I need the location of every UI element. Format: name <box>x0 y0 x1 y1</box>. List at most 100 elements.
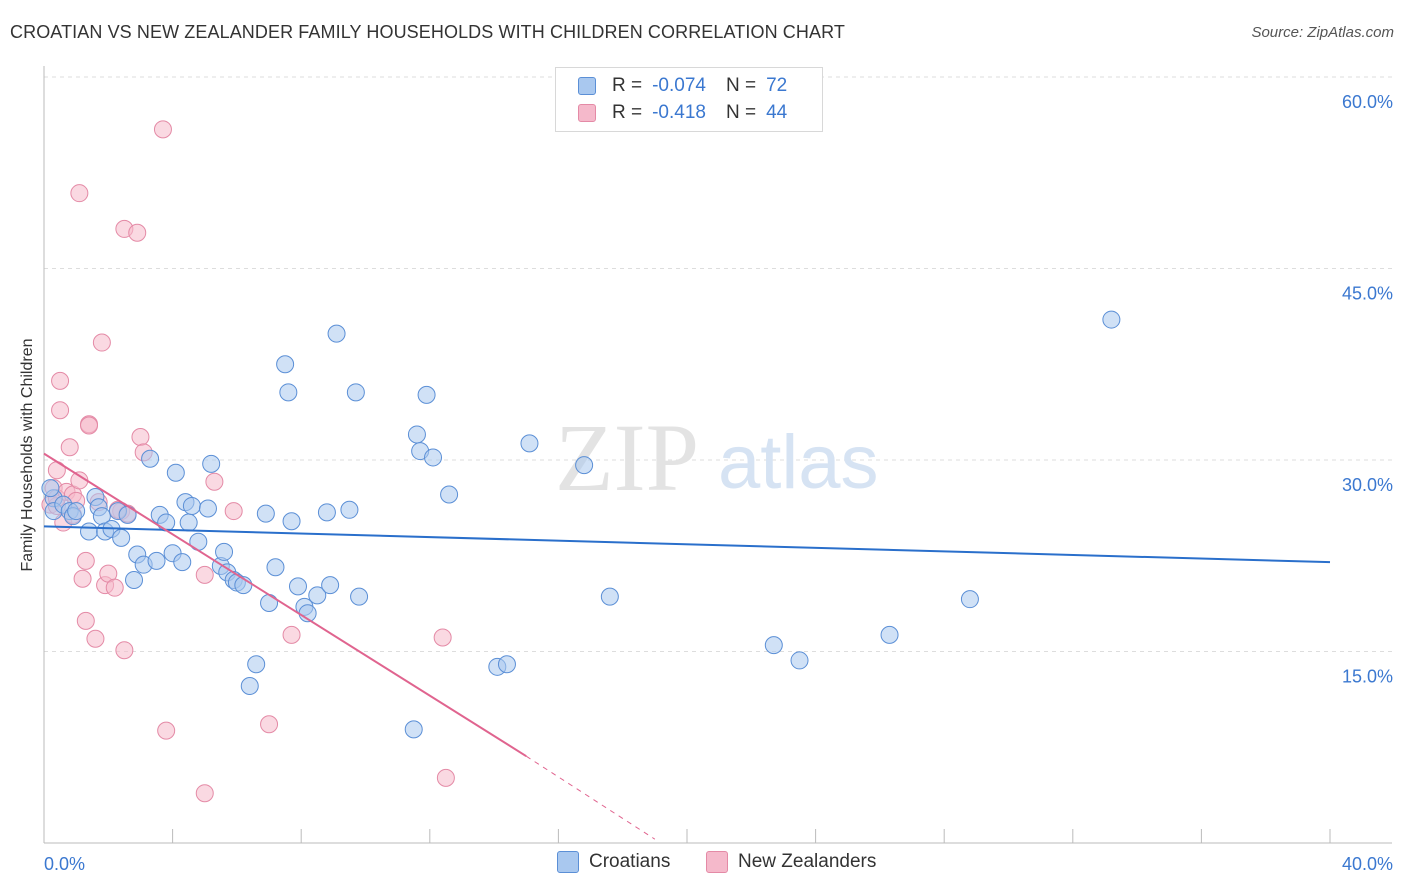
croatians-point <box>440 485 459 504</box>
new-zealanders-point <box>105 578 124 597</box>
croatians-legend-swatch <box>557 851 579 873</box>
new-zealanders-trend-line <box>43 452 527 758</box>
croatians-swatch <box>578 77 596 95</box>
croatians-point <box>112 528 131 547</box>
croatians-point <box>279 383 298 402</box>
croatians-point <box>173 553 192 572</box>
new-zealanders-point <box>282 625 301 644</box>
trend-lines <box>43 452 1331 840</box>
new-zealanders-swatch <box>578 104 596 122</box>
legend-r-value: -0.074 <box>652 75 706 96</box>
y-tick-label: 15.0% <box>1342 667 1393 687</box>
croatians-point <box>80 522 99 541</box>
gridlines <box>44 76 1392 652</box>
croatians-point <box>308 586 327 605</box>
new-zealanders-point <box>92 333 111 352</box>
croatians-point <box>179 513 198 532</box>
new-zealanders-point <box>205 472 224 491</box>
croatians-point <box>790 651 809 670</box>
croatians-point <box>247 655 266 674</box>
new-zealanders-point <box>51 401 70 420</box>
new-zealanders-point <box>60 438 79 457</box>
new-zealanders-point <box>224 502 243 521</box>
croatians-point <box>41 479 60 498</box>
y-tick-label: 30.0% <box>1342 475 1393 495</box>
new-zealanders-point <box>260 715 279 734</box>
legend-row-croatians: R = -0.074 N = 72 <box>578 73 787 99</box>
new-zealanders-point <box>153 120 172 139</box>
correlation-legend: R = -0.074 N = 72 R = -0.418 N = 44 <box>555 67 823 132</box>
legend-label-new-zealanders: New Zealanders <box>738 851 877 872</box>
croatians-point <box>575 456 594 475</box>
croatians-point <box>350 587 369 606</box>
croatians-point <box>600 587 619 606</box>
croatians-point <box>520 434 539 453</box>
legend-n-label: N = <box>725 102 757 123</box>
croatians-point <box>198 499 217 518</box>
new-zealanders-point <box>436 768 455 787</box>
new-zealanders-point <box>80 416 99 435</box>
legend-item-croatians[interactable]: Croatians <box>557 851 670 873</box>
croatians-point <box>282 512 301 531</box>
croatians-point <box>166 463 185 482</box>
chart-title: CROATIAN VS NEW ZEALANDER FAMILY HOUSEHO… <box>10 22 845 42</box>
source-label: Source: ZipAtlas.com <box>1251 24 1394 41</box>
croatians-point <box>346 383 365 402</box>
new-zealanders-point <box>157 721 176 740</box>
croatians-point <box>256 504 275 523</box>
croatians-point <box>240 676 259 695</box>
new-zealanders-point <box>128 223 147 242</box>
croatians-trend-line <box>43 525 1331 564</box>
new-zealanders-point <box>115 641 134 660</box>
croatians-point <box>321 576 340 595</box>
croatians-point <box>404 720 423 739</box>
croatians-point <box>497 655 516 674</box>
croatians-point <box>317 503 336 522</box>
croatians-point <box>157 513 176 532</box>
x-tick-label-max: 40.0% <box>1342 854 1393 874</box>
legend-item-new-zealanders[interactable]: New Zealanders <box>706 851 876 873</box>
croatians-point <box>880 625 899 644</box>
new-zealanders-trend-extension <box>525 755 656 840</box>
croatians-point <box>202 454 221 473</box>
croatians-point <box>266 558 285 577</box>
croatians-point <box>288 577 307 596</box>
new-zealanders-point <box>51 371 70 390</box>
legend-label-croatians: Croatians <box>589 851 671 872</box>
croatians-point <box>424 448 443 467</box>
croatians-point <box>960 590 979 609</box>
legend-row-new-zealanders: R = -0.418 N = 44 <box>578 100 787 126</box>
new-zealanders-point <box>195 565 214 584</box>
legend-r-label: R = <box>612 75 643 96</box>
series-legend: Croatians New Zealanders <box>0 851 1406 879</box>
new-zealanders-legend-swatch <box>706 851 728 873</box>
croatians-point <box>125 571 144 590</box>
croatians-points <box>41 310 1121 739</box>
legend-n-label: N = <box>725 75 757 96</box>
new-zealanders-points <box>41 120 455 803</box>
croatians-point <box>764 636 783 655</box>
croatians-point <box>407 425 426 444</box>
legend-r-value: -0.418 <box>652 102 706 123</box>
croatians-point <box>260 593 279 612</box>
croatians-point <box>141 449 160 468</box>
new-zealanders-point <box>76 611 95 630</box>
new-zealanders-point <box>70 184 89 203</box>
new-zealanders-point <box>86 629 105 648</box>
new-zealanders-point <box>195 784 214 803</box>
watermark: ZIP atlas <box>555 404 879 511</box>
legend-n-value: 72 <box>766 75 788 96</box>
croatians-point <box>417 385 436 404</box>
croatians-point <box>327 324 346 343</box>
new-zealanders-point <box>433 628 452 647</box>
croatians-point <box>215 542 234 561</box>
y-tick-label: 60.0% <box>1342 92 1393 112</box>
croatians-point <box>67 502 86 521</box>
croatians-point <box>182 496 201 515</box>
y-tick-label: 45.0% <box>1342 284 1393 304</box>
tick-labels: 15.0% 30.0% 45.0% 60.0% 0.0% 40.0% <box>44 92 1393 874</box>
legend-n-value: 44 <box>766 102 788 123</box>
croatians-point <box>1102 310 1121 329</box>
new-zealanders-point <box>76 551 95 570</box>
